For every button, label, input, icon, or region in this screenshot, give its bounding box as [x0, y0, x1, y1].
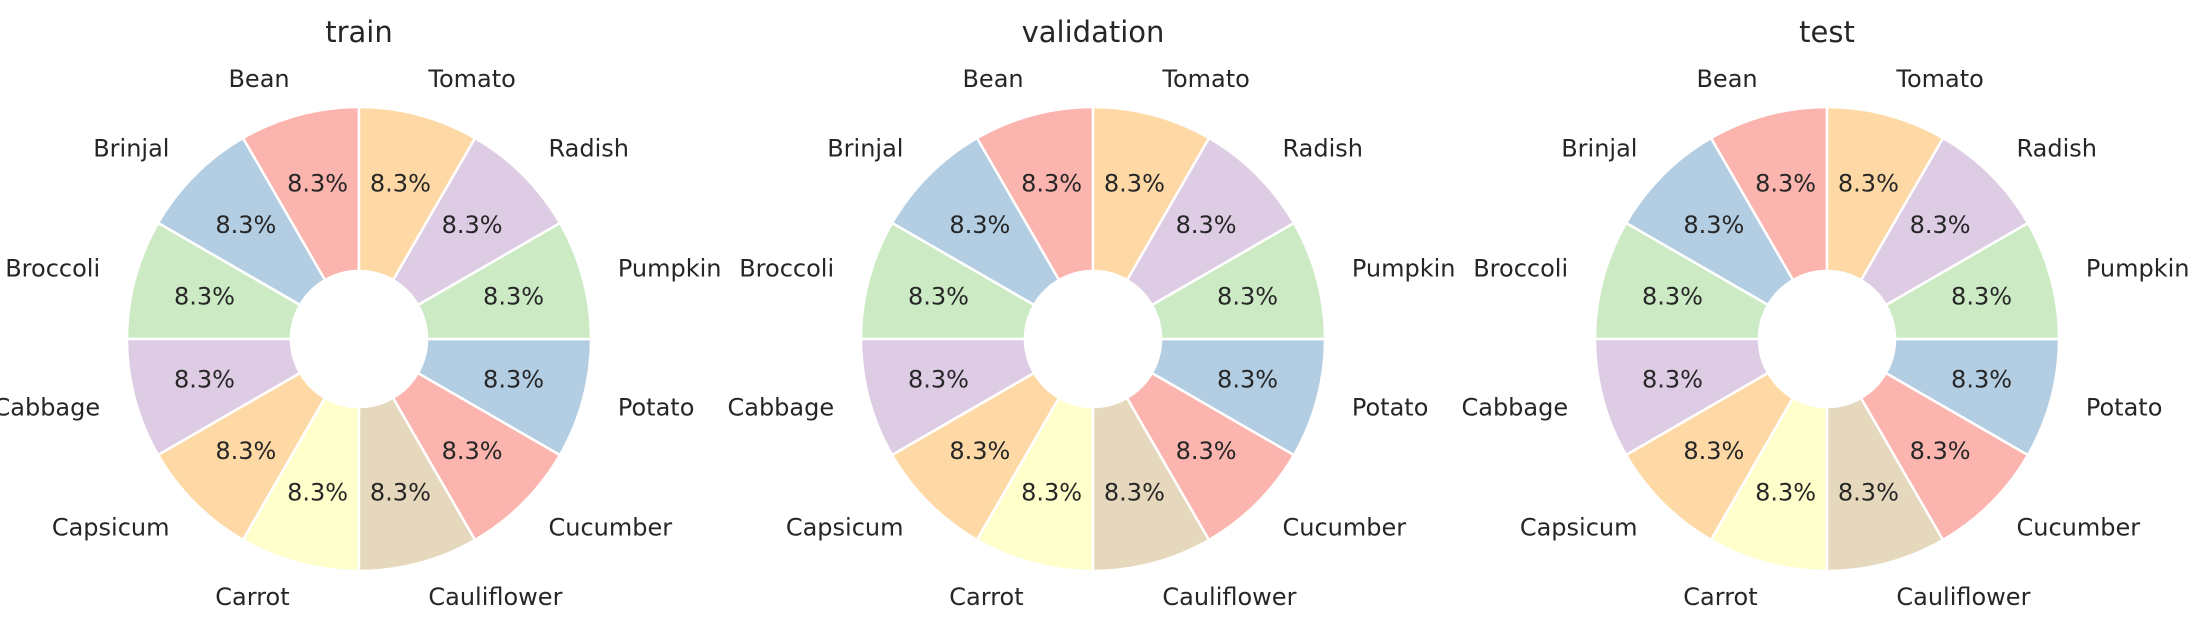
- slice-category-label: Tomato: [1161, 65, 1249, 93]
- slice-category-label: Cabbage: [0, 393, 100, 421]
- slice-value-label: 8.3%: [1217, 365, 1278, 393]
- slice-category-label: Radish: [2017, 134, 2097, 162]
- pie-panel-2: test 8.3% Bean 8.3% Brinjal 8.3% Broccoli 8.3% C…: [1461, 15, 2189, 611]
- slice-category-label: Potato: [2086, 393, 2163, 421]
- slice-value-label: 8.3%: [1104, 479, 1165, 507]
- slice-value-label: 8.3%: [1683, 437, 1744, 465]
- slice-category-label: Pumpkin: [1352, 255, 1456, 283]
- slice-category-label: Cabbage: [1461, 393, 1568, 421]
- pie-slice-tomato: [1091, 105, 1211, 282]
- slice-category-label: Tomato: [427, 65, 515, 93]
- slice-category-label: Carrot: [215, 583, 289, 611]
- slice-value-label: 8.3%: [287, 169, 348, 197]
- slice-value-label: 8.3%: [1951, 365, 2012, 393]
- slice-category-label: Cabbage: [727, 393, 834, 421]
- slice-category-label: Bean: [962, 65, 1023, 93]
- slice-value-label: 8.3%: [174, 283, 235, 311]
- slice-value-label: 8.3%: [1838, 169, 1899, 197]
- slice-category-label: Carrot: [1683, 583, 1757, 611]
- slice-category-label: Radish: [549, 134, 629, 162]
- slice-category-label: Capsicum: [786, 514, 904, 542]
- slice-category-label: Potato: [618, 393, 695, 421]
- slice-category-label: Cauliflower: [1896, 583, 2030, 611]
- slice-category-label: Brinjal: [93, 134, 169, 162]
- slice-value-label: 8.3%: [1642, 283, 1703, 311]
- slice-category-label: Cauliflower: [1162, 583, 1296, 611]
- pie-slice-tomato: [357, 105, 477, 282]
- slice-category-label: Cucumber: [2017, 514, 2141, 542]
- slice-category-label: Bean: [1696, 65, 1757, 93]
- pie-slice-tomato: [1825, 105, 1945, 282]
- slice-value-label: 8.3%: [1683, 211, 1744, 239]
- slice-value-label: 8.3%: [442, 437, 503, 465]
- slice-value-label: 8.3%: [483, 283, 544, 311]
- slice-category-label: Pumpkin: [618, 255, 722, 283]
- slice-value-label: 8.3%: [1755, 169, 1816, 197]
- slice-category-label: Bean: [228, 65, 289, 93]
- pie-panel-0: train 8.3% Bean 8.3% Brinjal 8.3% Broccoli 8.3%…: [0, 15, 722, 611]
- slice-value-label: 8.3%: [1021, 479, 1082, 507]
- slice-category-label: Broccoli: [739, 255, 834, 283]
- slice-value-label: 8.3%: [1104, 169, 1165, 197]
- slice-category-label: Cucumber: [549, 514, 673, 542]
- slice-value-label: 8.3%: [215, 211, 276, 239]
- slice-value-label: 8.3%: [1910, 211, 1971, 239]
- slice-value-label: 8.3%: [370, 169, 431, 197]
- slice-value-label: 8.3%: [1755, 479, 1816, 507]
- slice-category-label: Capsicum: [52, 514, 170, 542]
- slice-value-label: 8.3%: [1642, 365, 1703, 393]
- slice-value-label: 8.3%: [174, 365, 235, 393]
- slice-value-label: 8.3%: [1176, 437, 1237, 465]
- slice-category-label: Brinjal: [827, 134, 903, 162]
- slice-value-label: 8.3%: [370, 479, 431, 507]
- slice-value-label: 8.3%: [287, 479, 348, 507]
- slice-value-label: 8.3%: [1176, 211, 1237, 239]
- slice-value-label: 8.3%: [1910, 437, 1971, 465]
- slice-category-label: Radish: [1283, 134, 1363, 162]
- slice-value-label: 8.3%: [1021, 169, 1082, 197]
- slice-value-label: 8.3%: [949, 211, 1010, 239]
- slice-category-label: Cucumber: [1283, 514, 1407, 542]
- panel-title: train: [325, 15, 393, 49]
- slice-category-label: Pumpkin: [2086, 255, 2190, 283]
- slice-category-label: Cauliflower: [428, 583, 562, 611]
- slice-value-label: 8.3%: [908, 365, 969, 393]
- slice-value-label: 8.3%: [483, 365, 544, 393]
- slice-value-label: 8.3%: [1217, 283, 1278, 311]
- slice-category-label: Carrot: [949, 583, 1023, 611]
- slice-category-label: Capsicum: [1520, 514, 1638, 542]
- slice-category-label: Brinjal: [1561, 134, 1637, 162]
- slice-value-label: 8.3%: [442, 211, 503, 239]
- slice-category-label: Broccoli: [1473, 255, 1568, 283]
- slice-value-label: 8.3%: [215, 437, 276, 465]
- slice-category-label: Broccoli: [5, 255, 100, 283]
- slice-category-label: Tomato: [1895, 65, 1983, 93]
- slice-value-label: 8.3%: [1838, 479, 1899, 507]
- pie-panel-1: validation 8.3% Bean 8.3% Brinjal 8.3% Broccol…: [727, 15, 1455, 611]
- slice-category-label: Potato: [1352, 393, 1429, 421]
- slice-value-label: 8.3%: [1951, 283, 2012, 311]
- slice-value-label: 8.3%: [908, 283, 969, 311]
- panel-title: test: [1799, 15, 1855, 49]
- panel-title: validation: [1022, 15, 1165, 49]
- slice-value-label: 8.3%: [949, 437, 1010, 465]
